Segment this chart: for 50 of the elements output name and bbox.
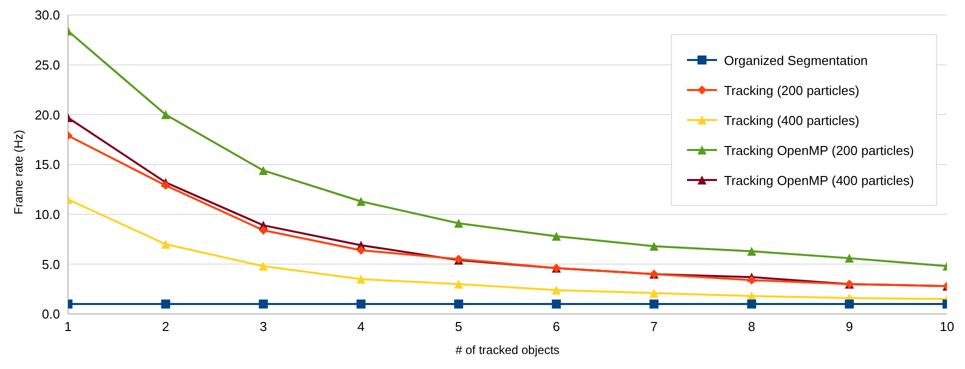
point [356, 246, 366, 255]
x-tick-label: 8 [748, 319, 756, 334]
point [552, 232, 561, 241]
point [258, 166, 268, 175]
y-tick-label: 30.0 [34, 8, 60, 23]
x-tick-label: 9 [846, 319, 853, 334]
x-tick-label: 7 [650, 319, 658, 334]
point [258, 226, 268, 235]
x-axis-title: # of tracked objects [455, 343, 560, 357]
legend-label: Tracking OpenMP (200 particles) [724, 142, 914, 158]
legend-label: Tracking (200 particles) [724, 82, 860, 98]
x-tick-label: 6 [552, 319, 560, 334]
legend-label: Tracking (400 particles) [724, 112, 860, 128]
y-tick-label: 15.0 [34, 157, 60, 172]
point [552, 300, 561, 309]
y-tick-label: 10.0 [34, 206, 60, 222]
point [844, 254, 854, 263]
x-tick-label: 1 [64, 319, 72, 334]
point [552, 286, 561, 295]
point [258, 262, 268, 271]
point [747, 276, 756, 285]
point [747, 300, 756, 309]
point [356, 274, 366, 284]
point [747, 246, 756, 256]
point [844, 300, 854, 309]
point [161, 110, 170, 120]
point [650, 242, 658, 251]
point [454, 218, 464, 228]
legend-label: Organized Segmentation [724, 52, 868, 68]
x-tick-label: 5 [455, 319, 462, 334]
y-tick-label: 20.0 [34, 107, 60, 122]
point [454, 300, 464, 309]
y-tick-label: 0.0 [42, 306, 60, 322]
y-tick-label: 25.0 [34, 57, 60, 72]
point [161, 300, 170, 309]
point [258, 300, 268, 309]
point [161, 240, 170, 249]
x-tick-label: 10 [940, 319, 954, 334]
point [650, 300, 658, 309]
y-tick-label: 5.0 [42, 256, 60, 272]
x-tick-label: 3 [260, 319, 267, 334]
point [650, 288, 658, 298]
point [356, 300, 366, 309]
x-tick-label: 4 [357, 319, 365, 334]
point [356, 196, 366, 206]
y-axis-title: Frame rate (Hz) [11, 130, 26, 214]
x-tick-label: 2 [162, 319, 170, 334]
point [161, 180, 170, 190]
point [454, 280, 464, 289]
legend-label: Tracking OpenMP (400 particles) [724, 172, 914, 188]
